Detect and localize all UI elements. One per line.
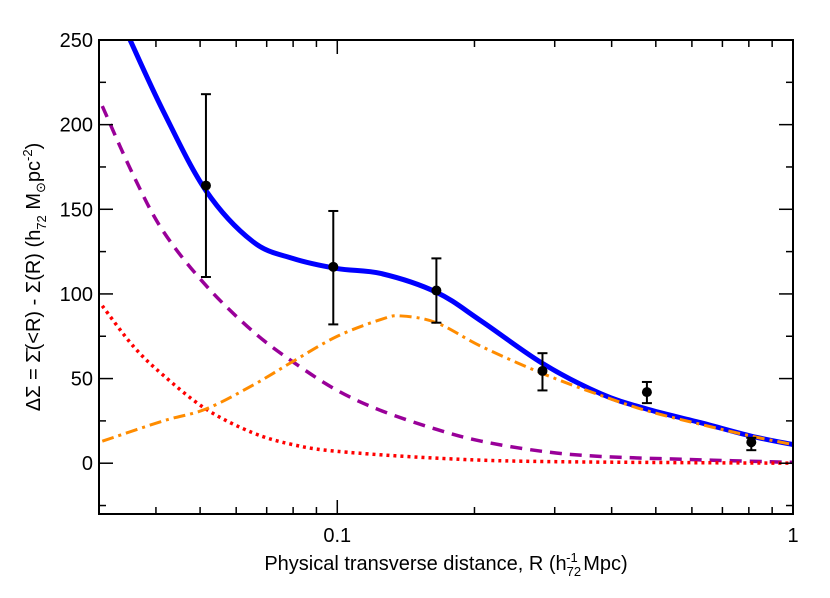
x-axis-label: Physical transverse distance, R (h72-1 M… bbox=[264, 550, 627, 579]
y-tick-label: 50 bbox=[71, 369, 93, 391]
y-tick-label: 0 bbox=[82, 453, 93, 475]
y-tick-label: 250 bbox=[60, 30, 93, 52]
data-points bbox=[200, 93, 757, 452]
y-tick-label: 200 bbox=[60, 115, 93, 137]
y-tick-label: 150 bbox=[60, 199, 93, 221]
y-axis-label: ΔΣ = Σ̄(<R) - Σ(R) (h72 M⊙pc-2) bbox=[20, 143, 49, 412]
series-solid-line bbox=[127, 40, 793, 448]
series-dashdot-line bbox=[101, 314, 793, 447]
data-point bbox=[328, 261, 339, 272]
x-tick-label: 1 bbox=[787, 525, 798, 547]
data-point bbox=[537, 365, 548, 376]
data-point bbox=[746, 437, 757, 448]
plot-frame bbox=[98, 39, 794, 515]
data-point bbox=[641, 387, 652, 398]
data-point bbox=[200, 180, 211, 191]
data-point bbox=[431, 285, 442, 296]
ticks: 0 50 100 150 200 250 0.1 1 bbox=[60, 30, 799, 547]
series-dashed-line bbox=[100, 105, 793, 465]
x-tick-label: 0.1 bbox=[323, 525, 351, 547]
series-dotted-line bbox=[100, 304, 793, 465]
y-tick-label: 100 bbox=[60, 284, 93, 306]
